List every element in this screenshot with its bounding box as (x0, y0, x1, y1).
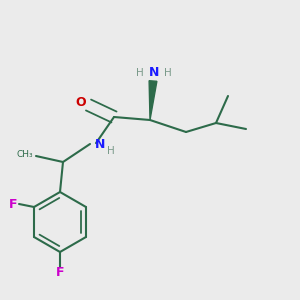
Text: H: H (164, 68, 171, 79)
Text: H: H (106, 146, 114, 157)
Text: O: O (76, 95, 86, 109)
Polygon shape (149, 81, 157, 120)
Text: F: F (56, 266, 64, 280)
Text: N: N (94, 137, 105, 151)
Text: F: F (9, 197, 17, 211)
Text: CH₃: CH₃ (16, 150, 33, 159)
Text: H: H (136, 68, 143, 79)
Text: N: N (148, 65, 159, 79)
